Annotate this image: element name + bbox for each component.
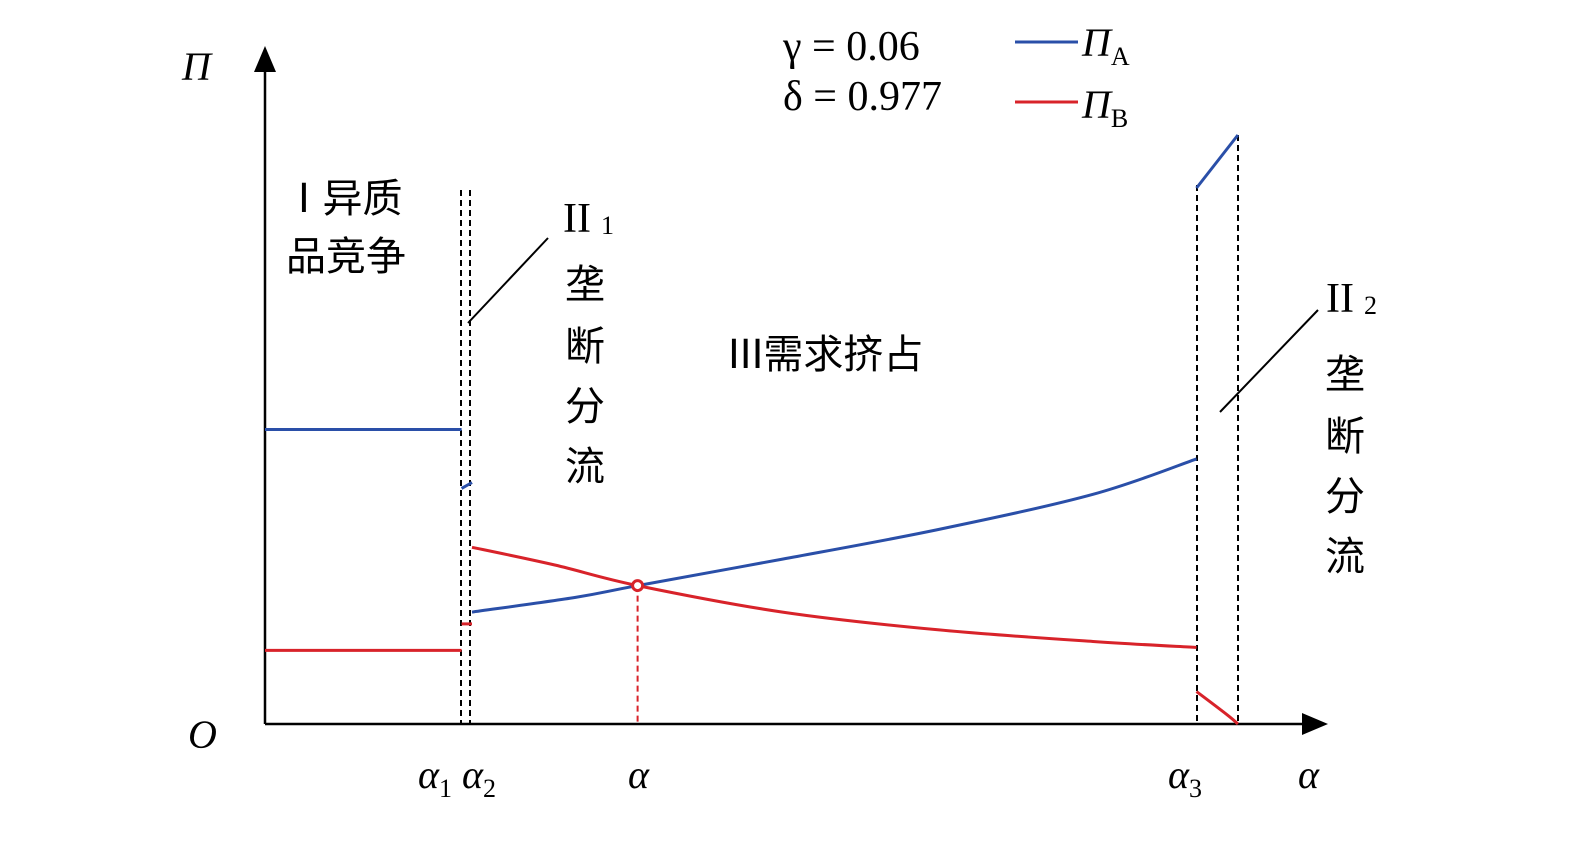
tick-base: α	[462, 752, 484, 797]
y-axis-arrow	[254, 46, 276, 72]
legend-label-b: ΠB	[1081, 82, 1128, 133]
gamma-param: γ = 0.06	[782, 24, 920, 70]
x-tick-alpha3: α3	[1168, 752, 1202, 803]
tick-sub: 2	[483, 774, 496, 803]
x-tick-alpha1: α1	[418, 752, 452, 803]
tick-base: α	[628, 752, 650, 797]
region-2a-head: II 1	[563, 196, 614, 242]
series-pi-a-segment-3	[471, 457, 1197, 614]
tick-sub: 1	[439, 774, 452, 803]
series-pi-a-segment-2	[460, 481, 473, 490]
x-axis-label: α	[1298, 752, 1320, 797]
x-axis-arrow	[1302, 713, 1328, 735]
region-3-label: III需求挤占	[728, 332, 923, 378]
tick-base: α	[418, 752, 440, 797]
region-2a-char-2: 断	[565, 324, 605, 370]
region-1-label-line1: I 异质	[298, 176, 403, 222]
region-2b-char-3: 分	[1325, 474, 1365, 520]
region-1-label-line2: 品竞争	[286, 234, 406, 280]
series-pi-b-segment-3	[471, 545, 1197, 649]
svg-text:α3: α3	[1168, 752, 1202, 803]
region-2a-pointer	[467, 237, 549, 324]
intersection-marker	[631, 579, 645, 593]
region-2b-pointer	[1219, 309, 1319, 413]
origin-label: O	[188, 712, 217, 757]
tick-sub: 3	[1189, 774, 1202, 803]
legend: ΠA ΠB	[1015, 20, 1130, 133]
series-layer	[265, 134, 1240, 726]
svg-text:α1: α1	[418, 752, 452, 803]
region-2b-char-1: 垄	[1325, 352, 1365, 398]
region-2a-char-4: 流	[565, 444, 605, 490]
region-2b-head: II 2	[1326, 276, 1377, 322]
tick-base: α	[1168, 752, 1190, 797]
axes	[263, 68, 1310, 726]
series-pi-b-segment-4	[1195, 690, 1239, 726]
series-pi-a-segment-4	[1195, 134, 1240, 189]
legend-label-a: ΠA	[1081, 20, 1130, 71]
svg-text:α2: α2	[462, 752, 496, 803]
region-2a-char-1: 垄	[565, 262, 605, 308]
x-tick-alpha2: α2	[462, 752, 496, 803]
delta-param: δ = 0.977	[783, 74, 942, 120]
boundary-lines	[460, 135, 1239, 724]
y-axis-label: Π	[181, 44, 213, 89]
svg-text:α: α	[628, 752, 650, 797]
region-2b-char-4: 流	[1325, 534, 1365, 580]
region-2b-char-2: 断	[1325, 414, 1365, 460]
x-tick-alpha: α	[628, 752, 650, 797]
region-2a-char-3: 分	[565, 384, 605, 430]
